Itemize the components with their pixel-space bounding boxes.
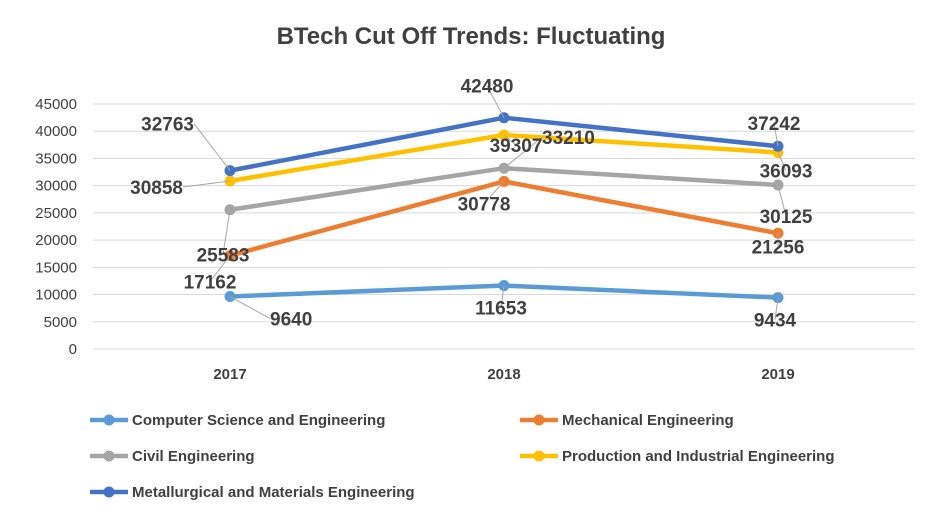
leader-line (209, 255, 231, 282)
legend-item: Computer Science and Engineering (90, 412, 385, 429)
leader-line (773, 123, 779, 147)
x-axis-ticks: 2017 2018 2019 (213, 366, 794, 383)
leader-line (774, 297, 779, 320)
data-label: 30858 (130, 178, 183, 199)
x-tick-label: 2018 (487, 366, 520, 383)
y-tick-label: 30000 (35, 178, 77, 195)
legend-item: Metallurgical and Materials Engineering (90, 484, 415, 501)
y-tick-label: 25000 (35, 205, 77, 222)
data-label: 9434 (754, 311, 797, 332)
legend-item: Production and Industrial Engineering (520, 448, 835, 465)
leader-line (486, 85, 505, 118)
data-label: 42480 (461, 77, 514, 98)
data-label: 36093 (760, 161, 813, 182)
legend-item: Mechanical Engineering (520, 412, 734, 429)
data-label: 30125 (760, 207, 813, 228)
data-label: 9640 (270, 310, 312, 331)
data-label: 32763 (141, 115, 194, 136)
data-label: 17162 (184, 273, 237, 294)
legend-item: Civil Engineering (90, 448, 255, 465)
series-group (224, 175, 784, 262)
data-label: 33210 (542, 128, 595, 149)
leader-line (182, 180, 231, 188)
legend-marker (103, 450, 115, 462)
y-tick-label: 5000 (44, 314, 77, 331)
leader-line (777, 152, 787, 171)
data-label: 39307 (490, 136, 543, 157)
data-label: 11653 (475, 299, 527, 320)
legend: Computer Science and Engineering Mechanic… (90, 412, 835, 501)
legend-label: Civil Engineering (132, 448, 255, 465)
leader-line (777, 184, 787, 217)
data-label: 21256 (752, 237, 805, 258)
chart-title: BTech Cut Off Trends: Fluctuating (277, 23, 666, 50)
legend-label: Mechanical Engineering (562, 412, 734, 429)
legend-label: Production and Industrial Engineering (562, 448, 835, 465)
y-tick-label: 20000 (35, 232, 77, 249)
data-label: 25583 (197, 246, 250, 267)
y-tick-label: 0 (69, 341, 77, 358)
data-labels: 9640 11653 9434 17162 30778 21256 25583 33210 30… (130, 77, 813, 332)
leader-line (503, 134, 517, 146)
legend-marker (533, 414, 545, 426)
legend-marker (103, 414, 115, 426)
leader-line (193, 123, 231, 171)
leader-line (229, 296, 271, 319)
leader-line (503, 136, 543, 169)
y-axis-ticks: 0 5000 10000 15000 20000 25000 30000 35000 40000… (35, 96, 77, 358)
y-tick-label: 40000 (35, 123, 77, 140)
data-label: 37242 (748, 114, 801, 135)
y-tick-label: 15000 (35, 259, 77, 276)
legend-marker (103, 486, 115, 498)
x-tick-label: 2019 (761, 366, 794, 383)
data-label: 30778 (458, 194, 511, 215)
leader-line (222, 209, 231, 255)
legend-marker (533, 450, 545, 462)
legend-label: Metallurgical and Materials Engineering (132, 484, 415, 501)
y-tick-label: 45000 (35, 96, 77, 113)
x-tick-label: 2017 (213, 366, 246, 383)
leader-line (500, 285, 505, 308)
y-tick-label: 10000 (35, 287, 77, 304)
legend-label: Computer Science and Engineering (132, 412, 385, 429)
y-tick-label: 35000 (35, 150, 77, 167)
series-line (227, 179, 781, 258)
leader-line (483, 181, 505, 204)
